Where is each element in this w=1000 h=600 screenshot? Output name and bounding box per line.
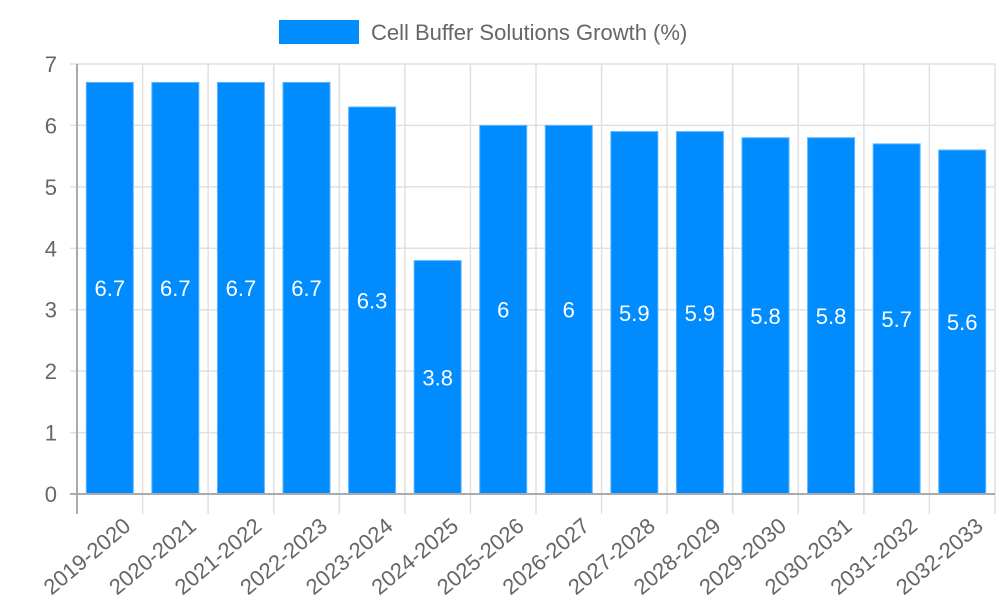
legend-swatch (279, 20, 359, 44)
legend[interactable]: Cell Buffer Solutions Growth (%) (279, 20, 687, 45)
bar-value-label: 6.3 (357, 289, 388, 314)
bar-2023-2024[interactable]: 6.3 (348, 106, 397, 495)
bar-2024-2025[interactable]: 3.8 (413, 260, 462, 495)
y-tick-label: 0 (45, 482, 57, 507)
bar[interactable] (282, 81, 331, 495)
bar-value-label: 5.8 (816, 304, 847, 329)
x-axis-ticks: 2019-20202020-20212021-20222022-20232023… (39, 513, 988, 600)
bar-2022-2023[interactable]: 6.7 (282, 81, 331, 495)
bar-value-label: 6.7 (160, 276, 191, 301)
bar-value-label: 6.7 (291, 276, 322, 301)
y-tick-label: 4 (45, 236, 57, 261)
bar-2030-2031[interactable]: 5.8 (807, 137, 856, 495)
bar-value-label: 5.6 (947, 310, 978, 335)
bar[interactable] (413, 260, 462, 495)
bar[interactable] (872, 143, 921, 495)
bar-2021-2022[interactable]: 6.7 (216, 81, 265, 495)
bar-value-label: 6 (563, 298, 575, 323)
bar[interactable] (610, 131, 659, 495)
y-tick-label: 5 (45, 175, 57, 200)
bar-2019-2020[interactable]: 6.7 (85, 81, 134, 495)
bars: 6.7 6.7 6.7 6.7 6.3 3.8 6 6 5.9 5.9 5.8 5.8 5.7 5.6 (85, 81, 987, 495)
bar[interactable] (807, 137, 856, 495)
y-tick-label: 1 (45, 421, 57, 446)
legend-label: Cell Buffer Solutions Growth (%) (371, 20, 687, 45)
bar-2029-2030[interactable]: 5.8 (741, 137, 790, 495)
y-tick-label: 3 (45, 298, 57, 323)
bar-value-label: 5.9 (685, 301, 716, 326)
bar-2025-2026[interactable]: 6 (479, 124, 528, 495)
bar-2026-2027[interactable]: 6 (544, 124, 593, 495)
y-tick-label: 2 (45, 359, 57, 384)
y-tick-label: 6 (45, 113, 57, 138)
bar[interactable] (938, 149, 987, 495)
bar-value-label: 5.7 (881, 307, 912, 332)
bar-value-label: 5.9 (619, 301, 650, 326)
bar[interactable] (348, 106, 397, 495)
bar-2031-2032[interactable]: 5.7 (872, 143, 921, 495)
bar-value-label: 6.7 (94, 276, 125, 301)
bar-value-label: 5.8 (750, 304, 781, 329)
bar-value-label: 6.7 (226, 276, 257, 301)
y-tick-label: 7 (45, 52, 57, 77)
axes (70, 64, 995, 514)
bar-2027-2028[interactable]: 5.9 (610, 131, 659, 495)
bar-2028-2029[interactable]: 5.9 (675, 131, 724, 495)
bar-value-label: 3.8 (422, 365, 453, 390)
bar-value-label: 6 (497, 298, 509, 323)
grid (70, 63, 996, 514)
bar-2032-2033[interactable]: 5.6 (938, 149, 987, 495)
y-axis-ticks: 0 1 2 3 4 5 6 7 (45, 52, 57, 507)
bar[interactable] (741, 137, 790, 495)
bar-2020-2021[interactable]: 6.7 (151, 81, 200, 495)
bar[interactable] (675, 131, 724, 495)
bar[interactable] (544, 124, 593, 495)
